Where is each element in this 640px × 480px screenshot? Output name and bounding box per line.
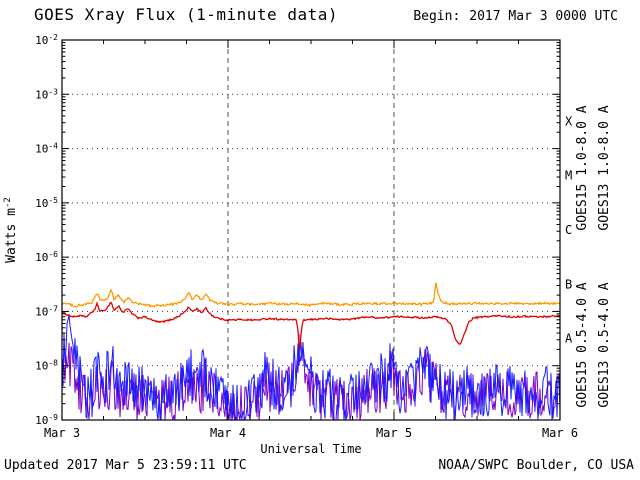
y-tick-label: 10-5: [35, 196, 58, 210]
x-tick-label: Mar 5: [376, 426, 412, 440]
flux-class-label-b: B: [565, 277, 572, 291]
flux-class-label-a: A: [565, 332, 573, 346]
x-tick-label: Mar 6: [542, 426, 578, 440]
legend-label-goes13-short: GOES13 0.5-4.0 A: [597, 282, 612, 407]
series-goes13-long: [62, 282, 560, 308]
series-goes15-long: [62, 301, 560, 349]
x-tick-label: Mar 3: [44, 426, 80, 440]
flux-class-label-c: C: [565, 223, 572, 237]
y-tick-label: 10-7: [35, 304, 58, 318]
y-tick-label: 10-2: [35, 33, 58, 47]
flux-class-label-m: M: [565, 169, 572, 183]
y-tick-label: 10-3: [35, 87, 58, 101]
y-tick-label: 10-4: [35, 142, 58, 156]
begin-timestamp: Begin: 2017 Mar 3 0000 UTC: [413, 9, 618, 24]
x-tick-label: Mar 4: [210, 426, 246, 440]
y-tick-label: 10-8: [35, 359, 58, 373]
updated-timestamp: Updated 2017 Mar 5 23:59:11 UTC: [4, 458, 247, 473]
series-goes15-short: [62, 314, 560, 420]
series-goes13-short: [62, 333, 560, 420]
legend-label-goes15-long: GOES15 1.0-8.0 A: [575, 105, 590, 230]
begin-value: 2017 Mar 3 0000 UTC: [469, 9, 618, 24]
y-tick-label: 10-6: [35, 250, 58, 264]
begin-label: Begin:: [413, 9, 461, 24]
y-axis-title: Watts m-2: [3, 197, 19, 263]
noaa-credit: NOAA/SWPC Boulder, CO USA: [438, 458, 634, 473]
legend-label-goes13-long: GOES13 1.0-8.0 A: [597, 105, 612, 230]
legend-label-goes15-short: GOES15 0.5-4.0 A: [575, 282, 590, 407]
y-tick-label: 10-9: [35, 413, 58, 427]
x-axis-title: Universal Time: [260, 442, 361, 456]
flux-class-label-x: X: [565, 114, 573, 128]
chart-title: GOES Xray Flux (1-minute data): [34, 5, 338, 24]
